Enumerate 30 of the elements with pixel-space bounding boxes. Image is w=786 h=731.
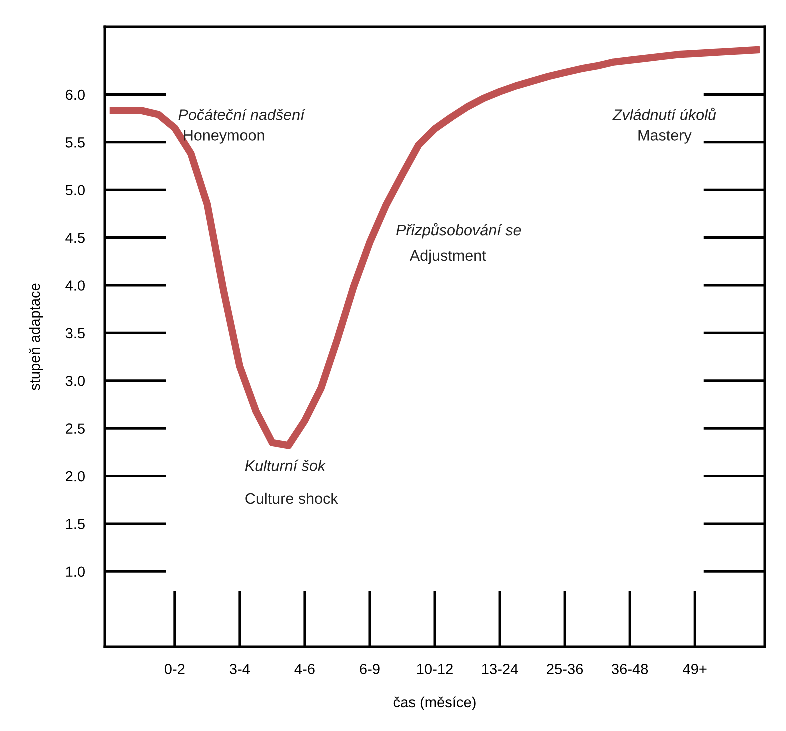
y-tick-label: 5.0 xyxy=(66,185,85,196)
x-tick-label: 3-4 xyxy=(230,664,250,674)
y-tick-label: 2.5 xyxy=(66,424,85,434)
x-tick-label: 13-24 xyxy=(482,664,518,674)
x-tick-label: 10-12 xyxy=(417,664,453,674)
annotation: Přizpůsobování se xyxy=(396,223,522,239)
annotation: Culture shock xyxy=(246,492,338,504)
annotation: Honeymoon xyxy=(184,130,264,144)
annotation: Zvládnutí úkolů xyxy=(612,108,716,120)
x-tick-label: 49+ xyxy=(683,664,707,674)
y-tick-label: 1.5 xyxy=(66,519,85,530)
x-tick-label: 6-9 xyxy=(360,664,380,674)
x-axis-title: čas (měsíce) xyxy=(394,696,476,710)
y-tick-label: 2.0 xyxy=(66,471,85,482)
x-tick-label: 4-6 xyxy=(294,664,315,674)
y-tick-label: 3.0 xyxy=(66,376,85,386)
annotation: Adjustment xyxy=(410,250,486,264)
y-tick-label: 5.5 xyxy=(66,138,85,148)
y-tick-label: 1.0 xyxy=(66,566,85,578)
y-tick-label: 6.0 xyxy=(66,90,85,100)
x-tick-label: 0-2 xyxy=(164,664,185,674)
annotation: Kulturní šok xyxy=(245,460,326,472)
y-tick-label: 4.5 xyxy=(66,233,85,244)
x-tick-label: 36-48 xyxy=(612,664,648,674)
annotation: Počáteční nadšení xyxy=(178,108,306,120)
annotation: Mastery xyxy=(638,130,692,144)
y-axis-title: stupeň adaptace xyxy=(29,284,44,391)
y-tick-label: 4.0 xyxy=(66,280,85,291)
y-tick-label: 3.5 xyxy=(66,328,85,339)
x-tick-label: 25-36 xyxy=(547,664,584,674)
